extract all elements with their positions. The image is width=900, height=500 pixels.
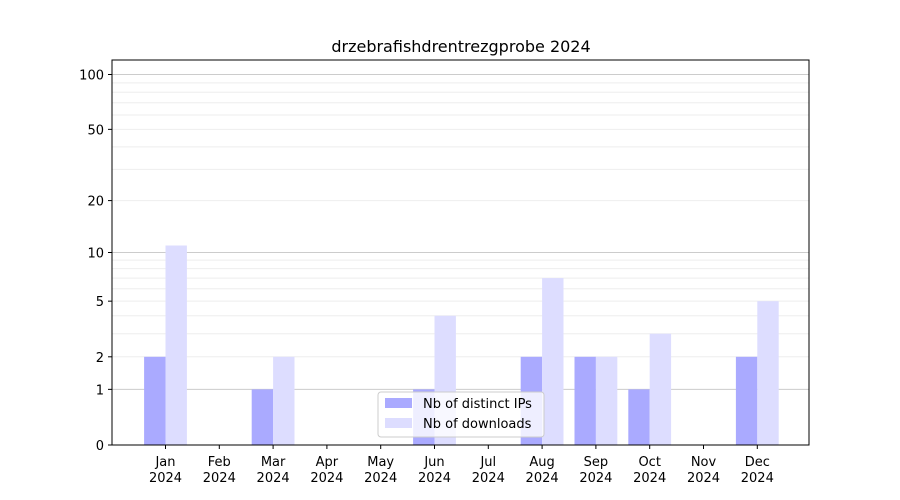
legend-label: Nb of distinct IPs xyxy=(423,397,532,412)
bar xyxy=(649,333,672,445)
legend-box xyxy=(377,391,545,438)
x-tick-label: Nov 2024 xyxy=(687,455,720,486)
bar xyxy=(542,278,564,445)
bar xyxy=(165,245,187,445)
y-tick-label: 10 xyxy=(87,247,104,262)
x-tick-label: Apr 2024 xyxy=(310,455,343,486)
bar xyxy=(628,389,650,445)
x-tick-label: Oct 2024 xyxy=(633,455,666,486)
x-tick-label: Aug 2024 xyxy=(526,455,559,486)
y-tick-label: 100 xyxy=(79,69,104,84)
y-tick-label: 5 xyxy=(96,295,104,310)
bar xyxy=(251,389,274,445)
bar xyxy=(735,356,758,445)
legend: Nb of distinct IPs Nb of downloads xyxy=(377,391,545,438)
x-axis: Jan 2024 Feb 2024 Mar 2024 Apr 2024 May 2024 Jun 20… xyxy=(149,445,774,486)
x-tick-label: Dec 2024 xyxy=(741,455,774,486)
grid xyxy=(112,74,809,390)
bar xyxy=(273,356,295,445)
y-axis: 0 1 2 5 10 20 50 100 xyxy=(79,69,112,454)
bar xyxy=(574,356,596,445)
bar xyxy=(144,356,166,445)
y-tick-label: 2 xyxy=(96,351,104,366)
chart-title: drzebrafishdrentrezgprobe 2024 xyxy=(331,37,590,56)
x-tick-label: Feb 2024 xyxy=(203,455,236,486)
y-tick-label: 20 xyxy=(87,195,104,210)
x-tick-label: May 2024 xyxy=(364,455,397,486)
x-tick-label: Jan 2024 xyxy=(149,455,182,486)
y-tick-label: 0 xyxy=(96,439,104,454)
legend-swatch xyxy=(385,398,412,408)
bar xyxy=(757,301,779,445)
x-tick-label: Sep 2024 xyxy=(579,455,612,486)
x-tick-label: Mar 2024 xyxy=(257,455,290,486)
x-tick-label: Jul 2024 xyxy=(472,455,505,486)
y-tick-label: 1 xyxy=(96,383,104,398)
x-tick-label: Jun 2024 xyxy=(418,455,451,486)
legend-label: Nb of downloads xyxy=(423,417,532,432)
legend-swatch xyxy=(385,418,412,428)
y-tick-label: 50 xyxy=(87,123,104,138)
bar xyxy=(595,356,618,445)
